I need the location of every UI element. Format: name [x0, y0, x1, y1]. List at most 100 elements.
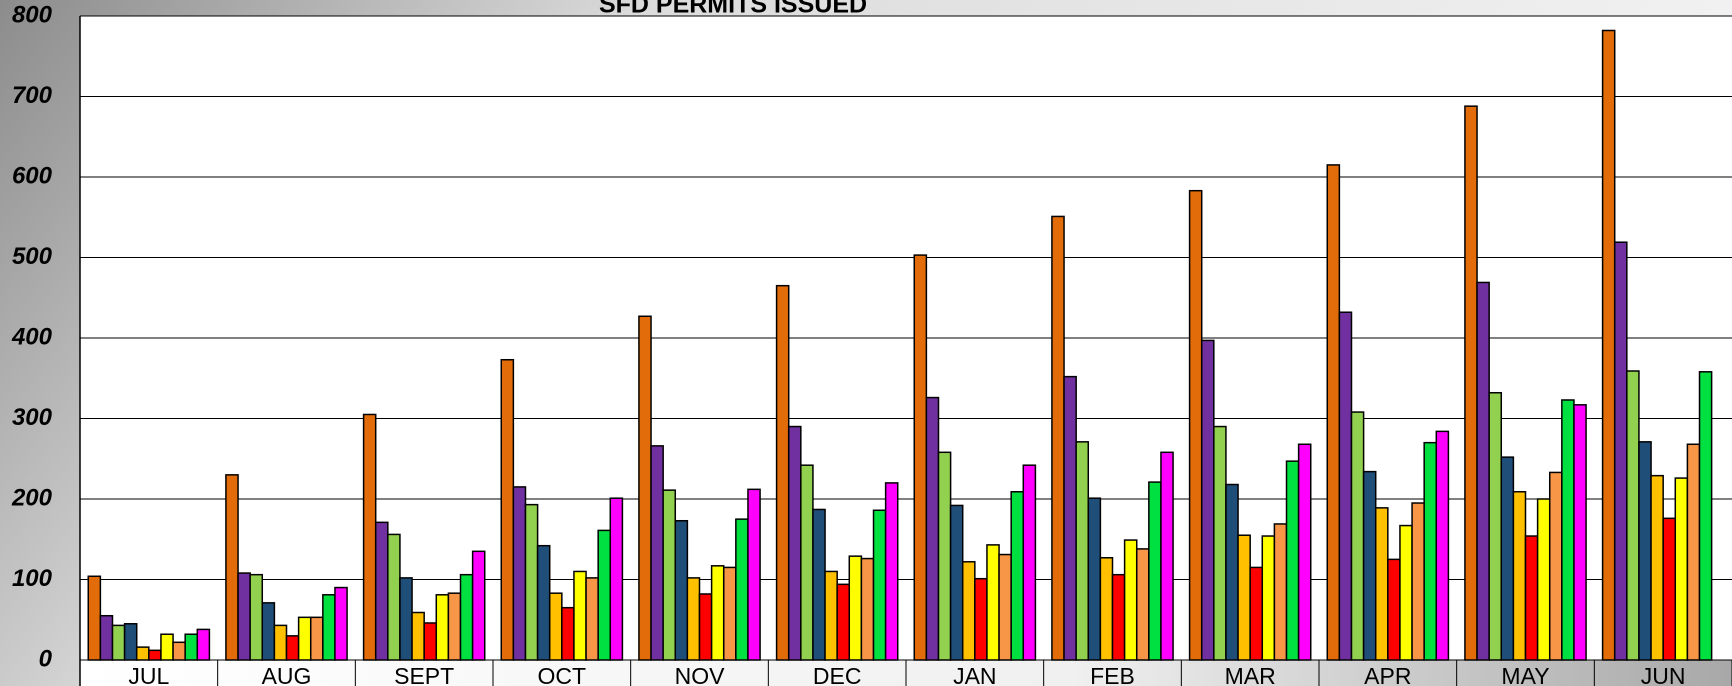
bar: [722, 566, 737, 661]
bar: [423, 622, 438, 661]
bar: [1399, 524, 1413, 661]
bar: [686, 577, 701, 661]
bar: [674, 519, 689, 661]
bar: [1111, 573, 1126, 661]
bar: [1249, 566, 1264, 661]
y-tick-label: 400: [11, 323, 53, 350]
y-tick-label: 800: [12, 1, 53, 28]
bar: [884, 482, 899, 661]
bar: [1350, 411, 1365, 661]
bar: [237, 572, 251, 661]
bar: [459, 573, 474, 661]
y-tick-label: 700: [12, 82, 53, 109]
bar: [1338, 311, 1353, 661]
x-tick-label: MAY: [1501, 663, 1549, 686]
bar: [362, 413, 377, 661]
bar: [387, 533, 401, 661]
bar: [1411, 502, 1425, 661]
bar: [1051, 215, 1065, 661]
bar: [1374, 507, 1389, 661]
bar: [322, 594, 336, 661]
bar: [1476, 281, 1490, 661]
bar: [1237, 534, 1251, 661]
bar: [1512, 491, 1527, 661]
bar: [1200, 339, 1215, 661]
x-tick-label: APR: [1364, 663, 1411, 686]
bar: [1148, 481, 1162, 661]
y-tick-label: 0: [39, 645, 53, 672]
bar: [1099, 557, 1114, 661]
bar: [561, 606, 575, 661]
bar: [998, 553, 1012, 661]
bar: [735, 518, 749, 661]
bar: [1273, 523, 1288, 661]
x-tick-label: JAN: [953, 663, 996, 686]
bar: [1010, 491, 1025, 661]
bar: [925, 396, 940, 661]
bar: [99, 614, 114, 661]
bar: [500, 358, 515, 661]
x-tick-label: DEC: [813, 663, 862, 686]
bar: [1500, 456, 1515, 661]
bar: [1326, 164, 1341, 661]
bar: [1662, 517, 1677, 661]
x-tick-label: NOV: [675, 663, 726, 686]
bar: [698, 593, 713, 661]
bar: [411, 611, 425, 661]
bar: [1261, 535, 1276, 661]
bar: [399, 577, 413, 661]
bar: [548, 592, 563, 661]
x-tick-label: SEPT: [394, 663, 454, 686]
y-tick-label: 600: [12, 162, 53, 189]
bar: [1387, 558, 1401, 661]
bar: [309, 616, 324, 661]
bar: [334, 586, 348, 661]
bar: [111, 624, 126, 661]
bar: [184, 633, 199, 661]
bar: [1188, 189, 1203, 661]
x-tick-label: JUN: [1641, 663, 1686, 686]
bar: [872, 509, 887, 661]
bar: [1063, 375, 1077, 661]
bar: [949, 504, 964, 661]
bar: [787, 425, 802, 661]
bar: [747, 488, 761, 661]
bar: [1464, 105, 1478, 661]
bar: [225, 474, 239, 661]
bar: [937, 451, 952, 661]
bar: [1650, 474, 1664, 661]
bar: [1285, 460, 1300, 661]
bar: [1613, 241, 1628, 661]
y-tick-label: 300: [12, 404, 53, 431]
bar: [536, 544, 551, 661]
bar: [1022, 464, 1037, 661]
bar: [597, 529, 612, 661]
bar: [1075, 441, 1090, 661]
bar: [1626, 370, 1640, 661]
bar: [710, 565, 725, 661]
bar: [650, 445, 664, 661]
bar: [1160, 451, 1174, 661]
bar: [848, 555, 863, 661]
bar: [1213, 425, 1227, 661]
bar: [1686, 443, 1701, 661]
bar: [609, 497, 624, 661]
bar: [1423, 441, 1438, 661]
bar: [297, 616, 312, 661]
y-tick-label: 100: [12, 565, 53, 592]
bar: [1601, 29, 1616, 661]
bar: [824, 570, 838, 661]
bar: [435, 594, 450, 661]
bar: [1674, 477, 1689, 661]
bar: [1225, 483, 1239, 661]
bar: [1488, 391, 1503, 661]
bar: [285, 635, 300, 661]
bar: [1638, 441, 1652, 661]
bar: [249, 573, 264, 661]
bar: [662, 489, 677, 661]
bar: [1524, 535, 1539, 661]
bar: [374, 521, 389, 661]
bar: [573, 570, 587, 661]
bar: [1435, 430, 1450, 661]
